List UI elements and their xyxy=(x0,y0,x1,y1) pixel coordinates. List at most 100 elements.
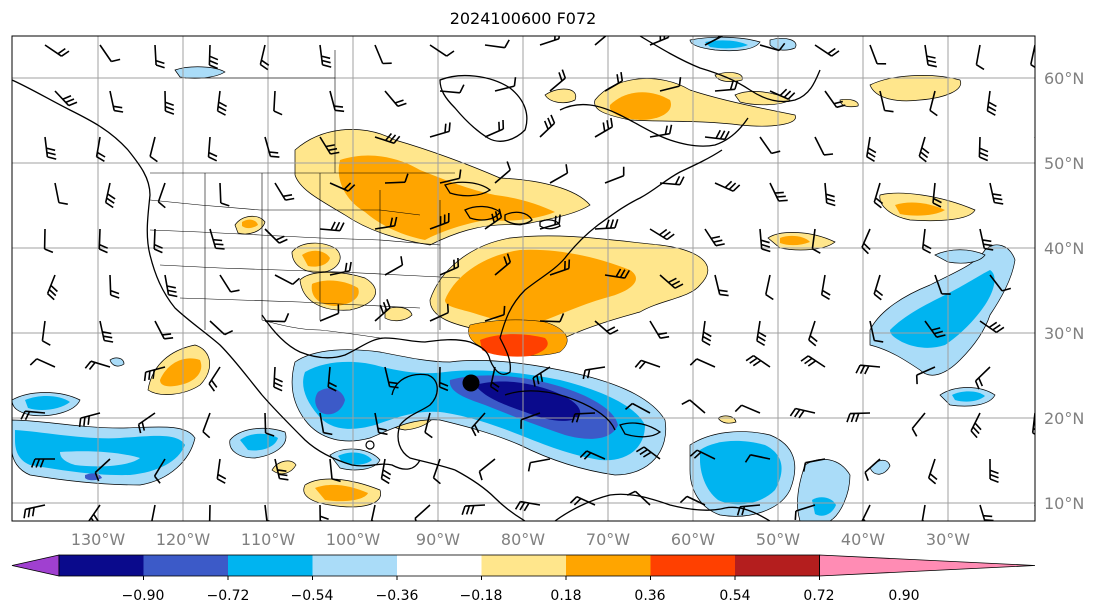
wind-barb xyxy=(489,366,500,393)
wind-barb xyxy=(84,360,111,370)
wind-barb xyxy=(370,504,376,521)
wind-barb xyxy=(979,320,1005,334)
colorbar-segment xyxy=(735,555,820,576)
wind-barb xyxy=(520,412,541,429)
colorbar-segment xyxy=(59,555,144,576)
wind-barb xyxy=(1041,91,1050,116)
wind-barb xyxy=(794,504,816,520)
wind-barb xyxy=(461,504,486,515)
wind-barb xyxy=(264,312,290,323)
wind-barb xyxy=(44,136,57,160)
wind-barb xyxy=(259,44,270,71)
wind-barb xyxy=(924,44,937,68)
wind-barb xyxy=(329,182,356,192)
wind-barb xyxy=(921,228,932,254)
wind-barb xyxy=(989,182,1004,205)
wind-barb xyxy=(869,44,887,65)
wind-barb xyxy=(927,458,938,485)
lat-label: 20°N xyxy=(1044,409,1084,428)
wind-barb xyxy=(151,504,156,521)
wind-barb xyxy=(532,366,551,387)
wind-barb xyxy=(861,504,871,521)
wind-barb xyxy=(219,274,240,293)
wind-barb xyxy=(439,169,462,184)
colorbar xyxy=(11,554,1036,580)
wind-barb xyxy=(594,218,619,230)
wind-barb xyxy=(1034,320,1035,321)
wind-barb xyxy=(1043,367,1051,391)
wind-barb xyxy=(44,44,70,57)
wind-barb xyxy=(380,458,392,485)
wind-barb xyxy=(484,208,503,230)
wind-barb xyxy=(986,90,997,116)
wind-barb xyxy=(846,412,871,423)
wind-barb xyxy=(429,212,450,230)
lat-label: 30°N xyxy=(1044,324,1084,343)
wind-barb xyxy=(759,228,771,253)
wind-barb xyxy=(484,39,510,49)
wind-barb xyxy=(873,274,884,301)
wind-barb xyxy=(934,274,951,295)
wind-barb xyxy=(1045,183,1066,199)
wind-barb xyxy=(604,166,625,184)
map-layers xyxy=(12,36,1070,521)
wind-barb xyxy=(264,136,280,158)
wind-barb xyxy=(208,366,221,392)
wind-barb xyxy=(929,90,938,117)
colorbar-extend-high xyxy=(819,554,1036,577)
wind-barb xyxy=(274,182,295,201)
wind-barb xyxy=(594,36,607,46)
wind-barb xyxy=(20,410,46,421)
wind-barb xyxy=(808,320,818,347)
wind-barb xyxy=(384,366,399,389)
wind-barb xyxy=(624,402,651,414)
wind-barb xyxy=(979,228,994,251)
wind-barb xyxy=(820,274,831,300)
wind-barb xyxy=(659,274,684,289)
wind-barb xyxy=(811,228,821,254)
wind-barb xyxy=(924,320,946,338)
wind-barb xyxy=(864,458,881,481)
longitude-labels: 130°W 120°W 110°W 100°W 90°W 80°W 70°W 6… xyxy=(71,530,970,549)
colorbar-extend-low xyxy=(11,554,60,577)
lon-label: 80°W xyxy=(501,530,545,549)
wind-barb xyxy=(975,44,985,71)
wind-barb xyxy=(429,44,455,57)
wind-barb xyxy=(789,407,816,419)
wind-barb xyxy=(974,366,991,390)
wind-barb xyxy=(319,44,332,68)
wind-barb xyxy=(824,90,846,109)
map-frame xyxy=(11,35,1036,522)
colorbar-segment xyxy=(397,555,482,576)
wind-barb xyxy=(649,320,670,339)
wind-barb xyxy=(29,358,56,368)
wind-barb xyxy=(569,495,596,506)
wind-barb xyxy=(470,412,486,437)
colorbar-tick-label: −0.36 xyxy=(376,588,419,604)
wind-barb xyxy=(46,274,58,301)
wind-barb xyxy=(374,216,398,230)
wind-barb xyxy=(216,90,227,116)
lon-label: 60°W xyxy=(671,530,715,549)
wind-barb xyxy=(659,77,682,92)
wind-barb xyxy=(756,320,767,346)
wind-barb xyxy=(154,44,165,69)
wind-barb xyxy=(429,122,451,138)
wind-barb xyxy=(1045,274,1070,282)
wind-barb xyxy=(649,228,675,241)
wind-barb xyxy=(634,359,661,370)
wind-barb xyxy=(209,320,234,336)
wind-barb xyxy=(649,124,673,138)
wind-barb xyxy=(319,221,345,232)
wind-barb xyxy=(274,458,289,481)
wind-barb xyxy=(869,320,884,343)
wind-barb xyxy=(911,412,926,437)
wind-barb xyxy=(43,228,54,254)
wind-barb xyxy=(989,458,999,483)
wind-barb xyxy=(635,446,661,460)
wind-barb xyxy=(164,90,175,115)
wind-barb xyxy=(216,458,227,484)
wind-barb xyxy=(143,366,166,382)
wind-barb xyxy=(109,90,124,113)
wind-barb xyxy=(989,274,1012,292)
